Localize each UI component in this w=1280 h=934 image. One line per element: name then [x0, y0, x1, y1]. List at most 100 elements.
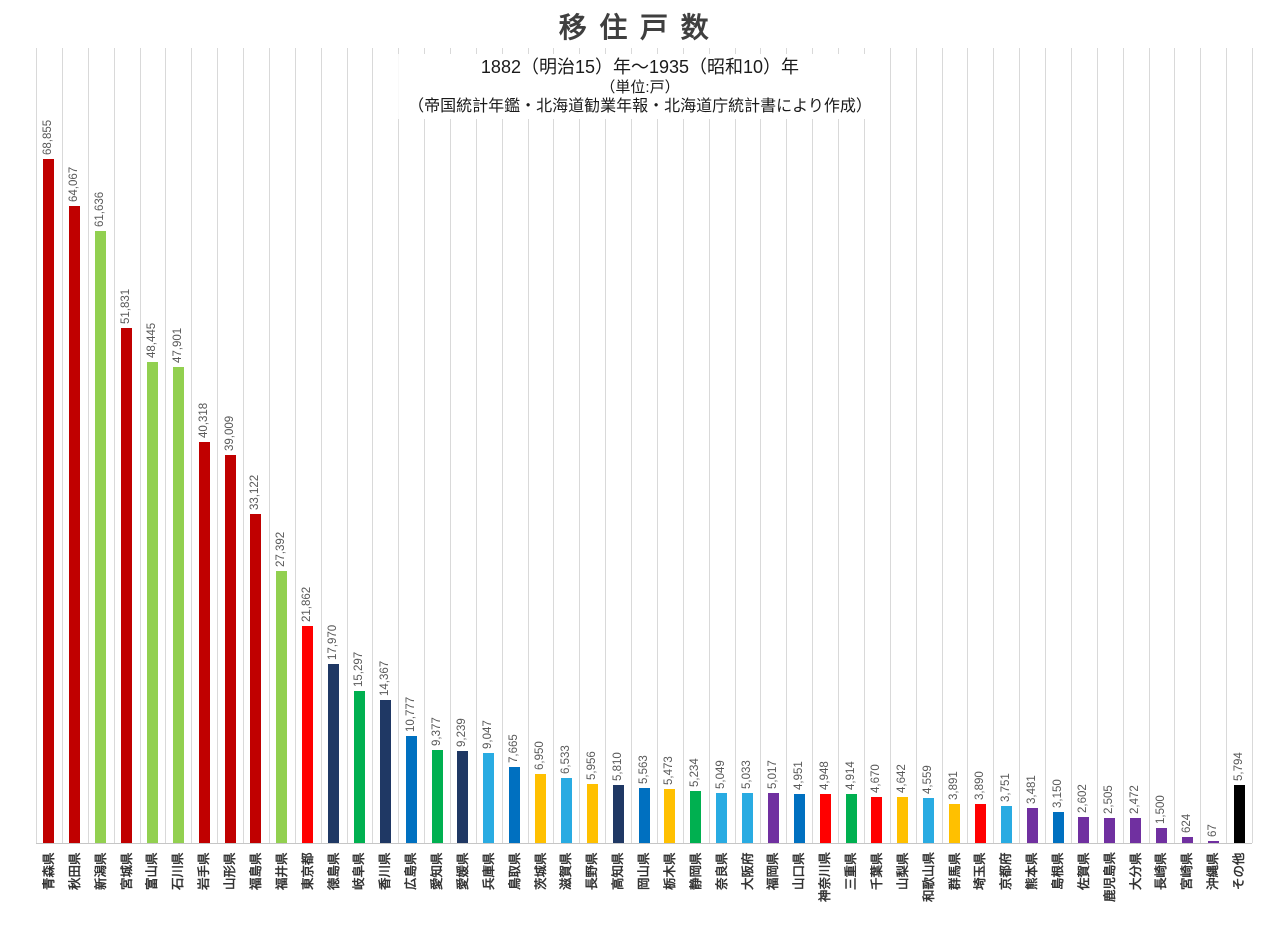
- category-label: 三重県: [844, 852, 858, 890]
- gridline: [501, 48, 503, 843]
- bar-京都府: [1000, 805, 1012, 843]
- gridline: [372, 48, 374, 843]
- category-label: 千葉県: [869, 852, 884, 890]
- gridline: [1045, 48, 1046, 843]
- gridline: [579, 48, 581, 843]
- category-label: 群馬県: [947, 852, 962, 890]
- gridline: [424, 48, 426, 843]
- gridline: [113, 48, 115, 843]
- gridline: [1200, 48, 1202, 843]
- category-label: 静岡県: [688, 852, 703, 890]
- category-label: 山形県: [223, 852, 237, 890]
- bar-福井県: [276, 570, 288, 843]
- value-label: 7,665: [508, 734, 521, 763]
- value-label: 5,017: [766, 760, 779, 790]
- category-label: 奈良県: [714, 852, 729, 890]
- gridline: [217, 48, 219, 843]
- bar-神奈川県: [819, 793, 831, 843]
- bar-岐阜県: [353, 691, 365, 843]
- bar-秋田県: [69, 206, 81, 843]
- gridline: [605, 48, 607, 843]
- bar-福岡県: [767, 793, 779, 843]
- bar-大阪府: [742, 793, 753, 843]
- category-label: 東京都: [300, 852, 315, 890]
- bar-千葉県: [871, 796, 883, 843]
- bar-愛媛県: [457, 751, 469, 843]
- gridline: [993, 48, 995, 843]
- gridline: [268, 48, 270, 843]
- bar-長崎県: [1155, 828, 1167, 843]
- value-label: 2,602: [1077, 784, 1090, 814]
- subtitle-period: 1882（明治15）年～1935（昭和10）年: [480, 57, 800, 77]
- bar-兵庫県: [483, 753, 495, 843]
- value-label: 10,777: [404, 696, 417, 732]
- category-label: 福島県: [248, 852, 263, 890]
- bar-鹿児島県: [1104, 818, 1116, 843]
- value-label: 40,318: [197, 403, 210, 439]
- gridline: [889, 48, 891, 843]
- value-label: 5,234: [689, 758, 702, 787]
- bar-富山県: [146, 361, 158, 843]
- category-label: 鹿児島県: [1102, 851, 1117, 902]
- value-label: 3,150: [1051, 778, 1064, 808]
- gridline: [1019, 48, 1021, 843]
- value-label: 33,122: [249, 474, 262, 510]
- value-label: 5,563: [637, 754, 650, 784]
- gridline: [139, 48, 141, 843]
- chart-title: 移住戸数: [558, 12, 722, 43]
- category-label: 石川県: [171, 852, 186, 890]
- value-label: 17,970: [327, 625, 339, 661]
- category-label: 香川県: [378, 852, 393, 890]
- category-label: 鳥取県: [507, 852, 522, 890]
- value-label: 27,392: [275, 531, 288, 567]
- value-label: 3,481: [1025, 775, 1038, 805]
- bar-沖縄県: [1207, 841, 1219, 843]
- category-label: 愛知県: [430, 852, 444, 890]
- category-label: 宮城県: [119, 852, 134, 890]
- gridline: [191, 48, 193, 843]
- category-label: 大分県: [1128, 852, 1143, 890]
- gridline: [346, 48, 348, 843]
- category-label: 岩手県: [197, 852, 212, 890]
- category-label: 埼玉県: [973, 852, 988, 890]
- value-label: 6,950: [534, 741, 546, 770]
- category-label: 青森県: [41, 852, 56, 890]
- gridline: [1122, 48, 1124, 843]
- category-label: 沖縄県: [1206, 852, 1221, 890]
- gridline: [553, 48, 555, 843]
- bar-熊本県: [1026, 808, 1038, 843]
- value-label: 3,891: [948, 771, 960, 801]
- category-label: 神奈川県: [818, 851, 833, 902]
- bar-鳥取県: [509, 766, 521, 843]
- bar-奈良県: [716, 792, 728, 843]
- gridline: [1252, 48, 1253, 843]
- category-label: 高知県: [611, 852, 626, 890]
- gridline: [786, 48, 788, 843]
- gridline: [682, 48, 684, 843]
- bar-静岡県: [690, 791, 702, 843]
- bar-新潟県: [95, 230, 107, 843]
- bar-石川県: [172, 367, 184, 843]
- bar-愛知県: [431, 749, 443, 843]
- category-label: 長野県: [585, 852, 600, 890]
- gridline: [398, 48, 400, 843]
- gridline: [243, 48, 244, 843]
- gridline: [87, 48, 89, 843]
- value-label: 14,367: [378, 661, 391, 697]
- gridline: [863, 48, 865, 843]
- value-label: 48,445: [145, 322, 158, 358]
- gridline: [631, 48, 633, 843]
- gridline: [915, 48, 917, 843]
- subtitle-unit: （単位:戸）: [600, 78, 680, 96]
- value-label: 5,049: [715, 760, 728, 789]
- bar-その他: [1233, 785, 1245, 843]
- bar-徳島県: [328, 664, 339, 843]
- value-label: 624: [1180, 813, 1193, 833]
- category-label: 長崎県: [1154, 852, 1169, 890]
- bar-岩手県: [198, 442, 210, 843]
- value-label: 5,794: [1232, 752, 1245, 782]
- value-label: 4,914: [844, 761, 857, 791]
- bar-宮崎県: [1181, 836, 1193, 843]
- gridline: [165, 48, 167, 843]
- gridline: [320, 48, 322, 843]
